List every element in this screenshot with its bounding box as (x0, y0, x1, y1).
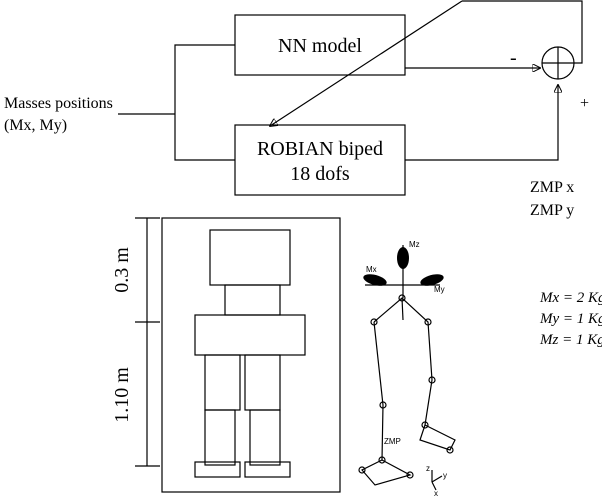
stick-label: y (443, 471, 447, 480)
output-label: ZMP x (530, 179, 574, 196)
figure: NN model ROBIAN biped 18 dofs Masses pos… (0, 0, 602, 496)
scale-label: 1.10 m (111, 367, 133, 423)
arrow (270, 1, 462, 126)
block-label: ROBIAN biped (257, 138, 383, 160)
arrow (405, 85, 558, 160)
scale-bar: 0.3 m 1.10 m (111, 218, 160, 466)
stick-label: z (426, 464, 430, 473)
stick-model: Mz Mx My ZMP z y x (359, 240, 455, 496)
sign: + (580, 95, 589, 112)
robot-photo (162, 218, 340, 492)
stick-label: Mx (366, 265, 377, 274)
mass-label: Mx = 2 Kg (539, 290, 602, 306)
input-label: (Mx, My) (4, 117, 67, 134)
sign: - (510, 47, 517, 69)
output-label: ZMP y (530, 202, 574, 219)
connector (462, 1, 582, 63)
stick-label: ZMP (384, 437, 401, 446)
block-label: NN model (278, 35, 362, 57)
input-label: Masses positions (4, 95, 113, 112)
block-diagram: NN model ROBIAN biped 18 dofs Masses pos… (4, 1, 589, 219)
connector (175, 45, 235, 160)
stick-label: x (434, 489, 438, 496)
mass-label: My = 1 Kg (539, 311, 602, 327)
scale-label: 0.3 m (111, 247, 133, 293)
stick-label: My (434, 285, 445, 294)
mass-label: Mz = 1 Kg (539, 332, 602, 348)
block-label: 18 dofs (290, 163, 350, 185)
stick-label: Mz (409, 240, 420, 249)
